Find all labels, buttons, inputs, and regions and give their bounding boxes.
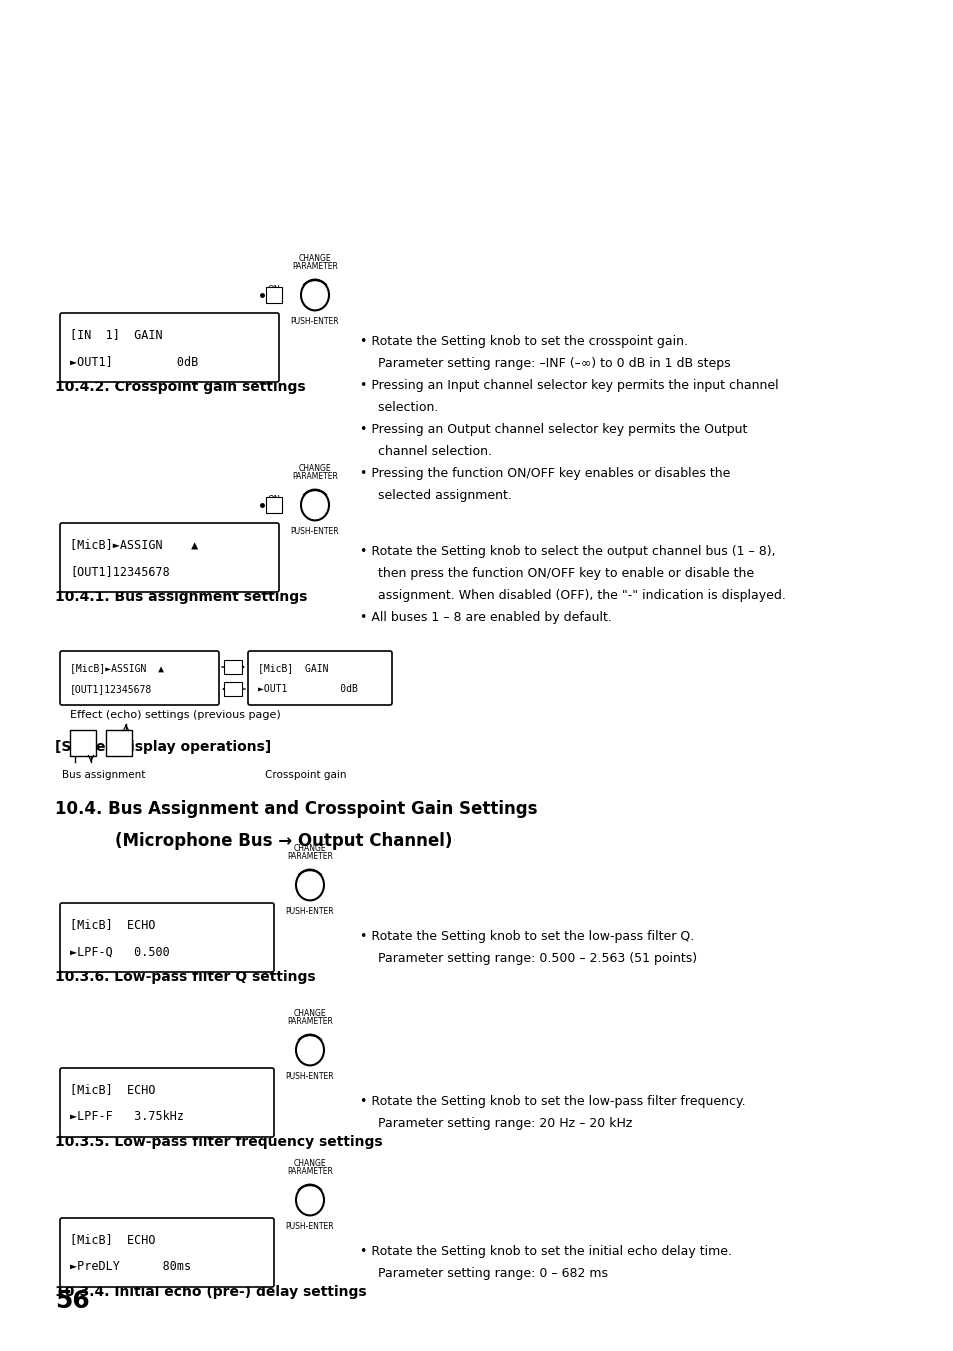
Text: Effect (echo) settings (previous page): Effect (echo) settings (previous page) xyxy=(70,711,280,720)
Text: 10.4. Bus Assignment and Crosspoint Gain Settings: 10.4. Bus Assignment and Crosspoint Gain… xyxy=(55,800,537,817)
Text: PUSH-ENTER: PUSH-ENTER xyxy=(291,317,339,326)
Text: Crosspoint gain: Crosspoint gain xyxy=(265,770,346,780)
Text: PARAMETER: PARAMETER xyxy=(287,1167,333,1175)
FancyBboxPatch shape xyxy=(60,313,278,382)
Text: • Pressing an Output channel selector key permits the Output: • Pressing an Output channel selector ke… xyxy=(359,423,746,436)
Text: 10.3.5. Low-pass filter frequency settings: 10.3.5. Low-pass filter frequency settin… xyxy=(55,1135,382,1148)
Text: • Rotate the Setting knob to set the crosspoint gain.: • Rotate the Setting knob to set the cro… xyxy=(359,335,687,349)
Text: ►PreDLY      80ms: ►PreDLY 80ms xyxy=(70,1260,191,1273)
Text: • Pressing the function ON/OFF key enables or disables the: • Pressing the function ON/OFF key enabl… xyxy=(359,467,730,480)
Text: selection.: selection. xyxy=(370,401,438,413)
FancyBboxPatch shape xyxy=(224,661,242,674)
Text: channel selection.: channel selection. xyxy=(370,444,492,458)
Text: CHANGE: CHANGE xyxy=(298,463,331,473)
Text: [OUT1]12345678: [OUT1]12345678 xyxy=(70,684,152,694)
Text: Parameter setting range: 0.500 – 2.563 (51 points): Parameter setting range: 0.500 – 2.563 (… xyxy=(370,952,697,965)
Text: [MicB]  ECHO: [MicB] ECHO xyxy=(70,1084,155,1096)
FancyBboxPatch shape xyxy=(60,902,274,971)
Text: 10.3.6. Low-pass filter Q settings: 10.3.6. Low-pass filter Q settings xyxy=(55,970,315,984)
Text: PARAMETER: PARAMETER xyxy=(287,852,333,861)
Text: • Rotate the Setting knob to set the low-pass filter Q.: • Rotate the Setting knob to set the low… xyxy=(359,929,694,943)
Text: • Pressing an Input channel selector key permits the input channel: • Pressing an Input channel selector key… xyxy=(359,380,778,392)
Ellipse shape xyxy=(295,1035,324,1066)
Text: Bus assignment: Bus assignment xyxy=(62,770,145,780)
Ellipse shape xyxy=(301,280,329,311)
FancyBboxPatch shape xyxy=(248,651,392,705)
FancyBboxPatch shape xyxy=(266,497,282,513)
Text: ON: ON xyxy=(268,496,281,504)
Text: PARAMETER: PARAMETER xyxy=(292,471,337,481)
Text: [MicB]  ECHO: [MicB] ECHO xyxy=(70,1233,155,1246)
Text: 10.4.2. Crosspoint gain settings: 10.4.2. Crosspoint gain settings xyxy=(55,380,305,394)
FancyBboxPatch shape xyxy=(60,1069,274,1138)
Text: [MicB]  ECHO: [MicB] ECHO xyxy=(70,917,155,931)
Text: ON: ON xyxy=(268,285,281,295)
Text: assignment. When disabled (OFF), the "-" indication is displayed.: assignment. When disabled (OFF), the "-"… xyxy=(370,589,785,603)
Text: [OUT1]12345678: [OUT1]12345678 xyxy=(70,565,170,578)
Text: selected assignment.: selected assignment. xyxy=(370,489,512,503)
FancyBboxPatch shape xyxy=(60,523,278,592)
FancyBboxPatch shape xyxy=(60,651,219,705)
Text: • Rotate the Setting knob to select the output channel bus (1 – 8),: • Rotate the Setting knob to select the … xyxy=(359,544,775,558)
Text: 10.3.4. Initial echo (pre-) delay settings: 10.3.4. Initial echo (pre-) delay settin… xyxy=(55,1285,366,1300)
Text: PARAMETER: PARAMETER xyxy=(287,1017,333,1025)
Text: [Screen display operations]: [Screen display operations] xyxy=(55,740,271,754)
Text: (Microphone Bus → Output Channel): (Microphone Bus → Output Channel) xyxy=(115,832,452,850)
Text: [MicB]►ASSIGN  ▲: [MicB]►ASSIGN ▲ xyxy=(70,663,164,673)
FancyBboxPatch shape xyxy=(106,730,132,757)
Ellipse shape xyxy=(295,870,324,900)
Text: • Rotate the Setting knob to set the low-pass filter frequency.: • Rotate the Setting knob to set the low… xyxy=(359,1096,745,1108)
FancyBboxPatch shape xyxy=(224,682,242,696)
Text: ►LPF-F   3.75kHz: ►LPF-F 3.75kHz xyxy=(70,1111,184,1123)
Text: ►LPF-Q   0.500: ►LPF-Q 0.500 xyxy=(70,946,170,958)
FancyBboxPatch shape xyxy=(60,1219,274,1288)
FancyBboxPatch shape xyxy=(266,286,282,303)
Text: Parameter setting range: –INF (–∞) to 0 dB in 1 dB steps: Parameter setting range: –INF (–∞) to 0 … xyxy=(370,357,730,370)
Text: 10.4.1. Bus assignment settings: 10.4.1. Bus assignment settings xyxy=(55,590,307,604)
Text: Parameter setting range: 20 Hz – 20 kHz: Parameter setting range: 20 Hz – 20 kHz xyxy=(370,1117,632,1129)
Text: PUSH-ENTER: PUSH-ENTER xyxy=(285,1223,334,1231)
Text: ►OUT1]         0dB: ►OUT1] 0dB xyxy=(70,355,198,369)
Text: Parameter setting range: 0 – 682 ms: Parameter setting range: 0 – 682 ms xyxy=(370,1267,607,1279)
Text: [MicB]►ASSIGN    ▲: [MicB]►ASSIGN ▲ xyxy=(70,538,198,551)
Text: [MicB]  GAIN: [MicB] GAIN xyxy=(257,663,328,673)
Text: PUSH-ENTER: PUSH-ENTER xyxy=(285,907,334,916)
Ellipse shape xyxy=(301,489,329,520)
Text: PUSH-ENTER: PUSH-ENTER xyxy=(285,1071,334,1081)
Text: PUSH-ENTER: PUSH-ENTER xyxy=(291,527,339,536)
FancyBboxPatch shape xyxy=(70,730,96,757)
Ellipse shape xyxy=(295,1185,324,1216)
Text: CHANGE: CHANGE xyxy=(294,1009,326,1019)
Text: [IN  1]  GAIN: [IN 1] GAIN xyxy=(70,328,162,340)
Text: ►OUT1         0dB: ►OUT1 0dB xyxy=(257,684,357,694)
Text: then press the function ON/OFF key to enable or disable the: then press the function ON/OFF key to en… xyxy=(370,567,753,580)
Text: CHANGE: CHANGE xyxy=(294,844,326,852)
Text: CHANGE: CHANGE xyxy=(298,254,331,263)
Text: PARAMETER: PARAMETER xyxy=(292,262,337,272)
Text: CHANGE: CHANGE xyxy=(294,1159,326,1169)
Text: • Rotate the Setting knob to set the initial echo delay time.: • Rotate the Setting knob to set the ini… xyxy=(359,1246,731,1258)
Text: • All buses 1 – 8 are enabled by default.: • All buses 1 – 8 are enabled by default… xyxy=(359,611,611,624)
Text: 56: 56 xyxy=(55,1289,90,1313)
